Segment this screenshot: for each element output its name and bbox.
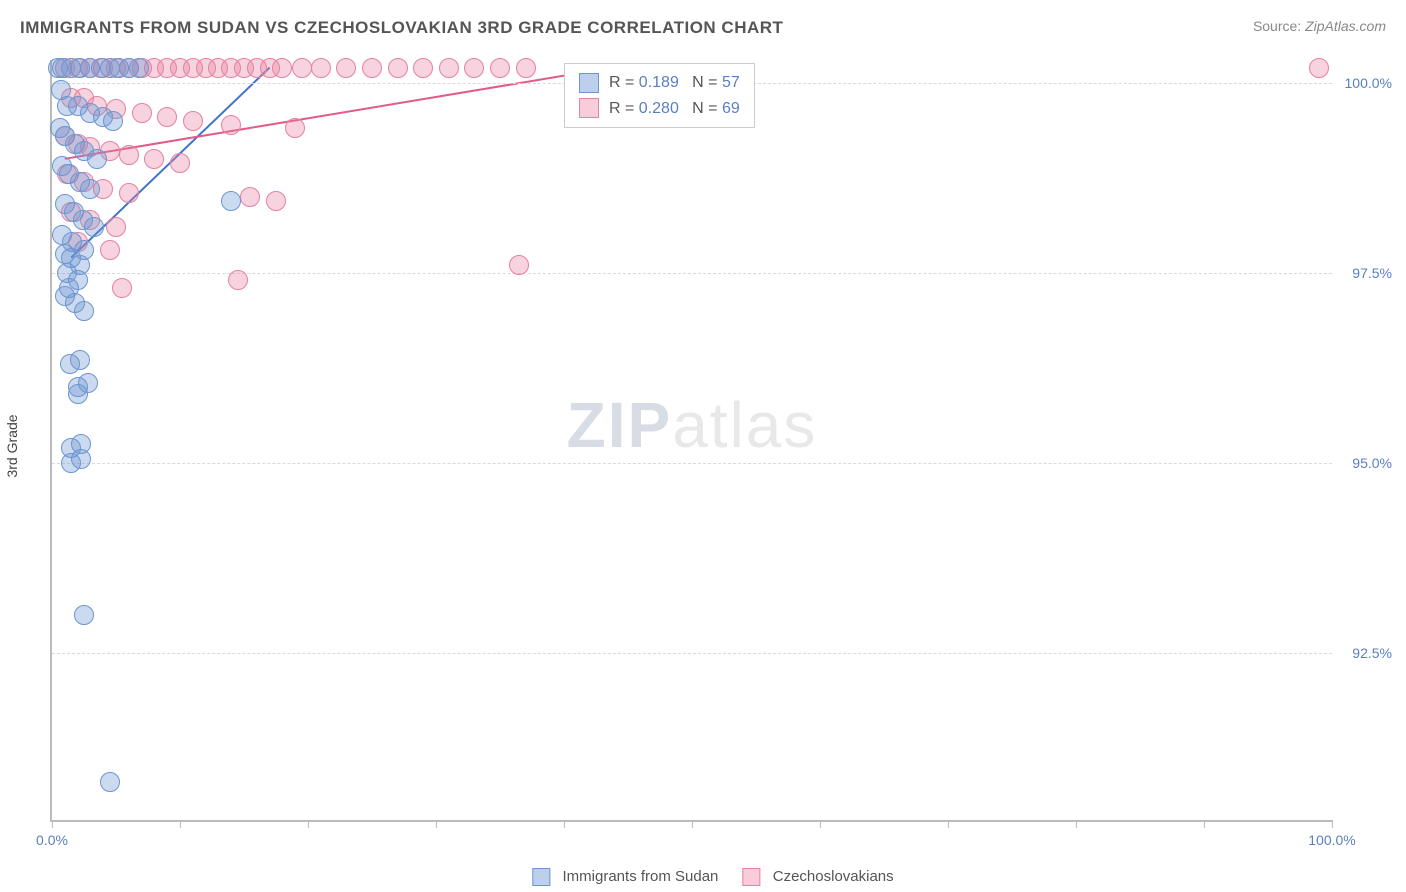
scatter-point-czech: [266, 191, 286, 211]
stat-R-value-sudan: 0.189: [639, 74, 679, 91]
scatter-point-sudan: [71, 449, 91, 469]
scatter-point-czech: [132, 103, 152, 123]
scatter-point-sudan: [129, 58, 149, 78]
correlation-stat-box: R = 0.189 N = 57R = 0.280 N = 69: [564, 63, 755, 128]
legend-swatch-czech: [743, 868, 761, 886]
scatter-plot-area: ZIPatlas 92.5%95.0%97.5%100.0%0.0%100.0%…: [50, 60, 1332, 822]
scatter-point-czech: [240, 187, 260, 207]
x-tick: [52, 820, 53, 828]
legend-label-czech: Czechoslovakians: [773, 868, 894, 885]
stat-R-value-czech: 0.280: [639, 100, 679, 117]
stat-N-label: N =: [679, 74, 722, 91]
scatter-point-sudan: [74, 605, 94, 625]
stat-R-label: R =: [609, 100, 639, 117]
source-label: Source:: [1253, 18, 1301, 34]
scatter-point-czech: [490, 58, 510, 78]
y-tick-label: 100.0%: [1337, 75, 1392, 91]
scatter-point-czech: [439, 58, 459, 78]
stat-swatch-sudan: [579, 73, 599, 93]
x-tick: [1204, 820, 1205, 828]
scatter-point-sudan: [87, 149, 107, 169]
legend-bottom: Immigrants from Sudan Czechoslovakians: [512, 868, 893, 886]
y-tick-label: 95.0%: [1337, 455, 1392, 471]
source-value: ZipAtlas.com: [1305, 18, 1386, 34]
scatter-point-czech: [100, 240, 120, 260]
y-tick-label: 92.5%: [1337, 645, 1392, 661]
watermark-light: atlas: [672, 389, 817, 461]
scatter-point-czech: [272, 58, 292, 78]
scatter-point-czech: [516, 58, 536, 78]
stat-row-czech: R = 0.280 N = 69: [579, 96, 740, 122]
gridline: [52, 463, 1332, 464]
x-tick: [564, 820, 565, 828]
scatter-point-czech: [1309, 58, 1329, 78]
x-tick: [692, 820, 693, 828]
legend-swatch-sudan: [532, 868, 550, 886]
chart-header: IMMIGRANTS FROM SUDAN VS CZECHOSLOVAKIAN…: [20, 18, 1386, 48]
x-tick-label-left: 0.0%: [36, 832, 68, 848]
scatter-point-czech: [388, 58, 408, 78]
scatter-point-czech: [170, 153, 190, 173]
scatter-point-czech: [157, 107, 177, 127]
legend-label-sudan: Immigrants from Sudan: [563, 868, 719, 885]
scatter-point-czech: [292, 58, 312, 78]
scatter-point-czech: [413, 58, 433, 78]
scatter-point-sudan: [74, 301, 94, 321]
stat-N-value-czech: 69: [722, 100, 740, 117]
gridline: [52, 653, 1332, 654]
stat-row-sudan: R = 0.189 N = 57: [579, 70, 740, 96]
x-tick: [436, 820, 437, 828]
y-axis-label: 3rd Grade: [4, 414, 20, 477]
scatter-point-czech: [311, 58, 331, 78]
chart-source: Source: ZipAtlas.com: [1253, 18, 1386, 34]
scatter-point-sudan: [103, 111, 123, 131]
scatter-point-czech: [106, 217, 126, 237]
x-tick: [1332, 820, 1333, 828]
scatter-point-czech: [464, 58, 484, 78]
stat-R-label: R =: [609, 74, 639, 91]
scatter-point-sudan: [68, 384, 88, 404]
stat-swatch-czech: [579, 98, 599, 118]
scatter-point-czech: [228, 270, 248, 290]
watermark-bold: ZIP: [567, 389, 673, 461]
scatter-point-czech: [509, 255, 529, 275]
scatter-point-sudan: [221, 191, 241, 211]
stat-N-label: N =: [679, 100, 722, 117]
x-tick: [820, 820, 821, 828]
scatter-point-czech: [285, 118, 305, 138]
scatter-point-czech: [221, 115, 241, 135]
scatter-point-sudan: [84, 217, 104, 237]
watermark: ZIPatlas: [567, 388, 818, 462]
x-tick-label-right: 100.0%: [1308, 832, 1355, 848]
scatter-point-czech: [119, 183, 139, 203]
x-tick: [1076, 820, 1077, 828]
chart-title: IMMIGRANTS FROM SUDAN VS CZECHOSLOVAKIAN…: [20, 18, 783, 37]
scatter-point-czech: [336, 58, 356, 78]
scatter-point-czech: [112, 278, 132, 298]
x-tick: [308, 820, 309, 828]
scatter-point-czech: [144, 149, 164, 169]
x-tick: [948, 820, 949, 828]
scatter-point-sudan: [100, 772, 120, 792]
stat-N-value-sudan: 57: [722, 74, 740, 91]
scatter-point-sudan: [70, 350, 90, 370]
trend-lines: [52, 60, 1332, 820]
x-tick: [180, 820, 181, 828]
scatter-point-sudan: [80, 179, 100, 199]
scatter-point-czech: [183, 111, 203, 131]
scatter-point-czech: [362, 58, 382, 78]
y-tick-label: 97.5%: [1337, 265, 1392, 281]
scatter-point-czech: [119, 145, 139, 165]
